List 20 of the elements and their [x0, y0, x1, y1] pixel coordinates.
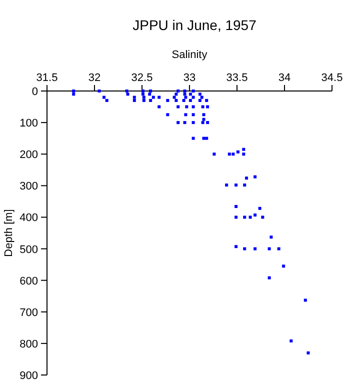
x-tick-label: 32 — [88, 72, 101, 84]
x-axis-title: Salinity — [172, 49, 208, 61]
y-tick-label: 600 — [20, 275, 38, 288]
x-tick-label: 32.5 — [131, 72, 153, 84]
y-tick-label: 900 — [20, 370, 38, 382]
y-tick-label: 500 — [20, 244, 38, 256]
x-tick-label: 31.5 — [36, 72, 58, 84]
x-tick-label: 33.5 — [226, 72, 248, 84]
y-tick-label: 700 — [20, 306, 38, 319]
y-axis-title: Depth [m] — [3, 209, 15, 257]
x-tick-label: 34 — [278, 72, 291, 84]
y-tick-label: 400 — [20, 212, 38, 224]
x-tick-label: 33 — [183, 72, 196, 84]
y-tick-label: 200 — [20, 149, 38, 162]
y-tick-label: 300 — [20, 180, 38, 193]
y-tick-label: 0 — [32, 86, 38, 98]
y-tick-label: 100 — [20, 118, 38, 130]
chart-title: JPPU in June, 1957 — [132, 17, 257, 33]
y-tick-label: 800 — [20, 338, 38, 350]
x-tick-label: 34.5 — [321, 72, 343, 84]
